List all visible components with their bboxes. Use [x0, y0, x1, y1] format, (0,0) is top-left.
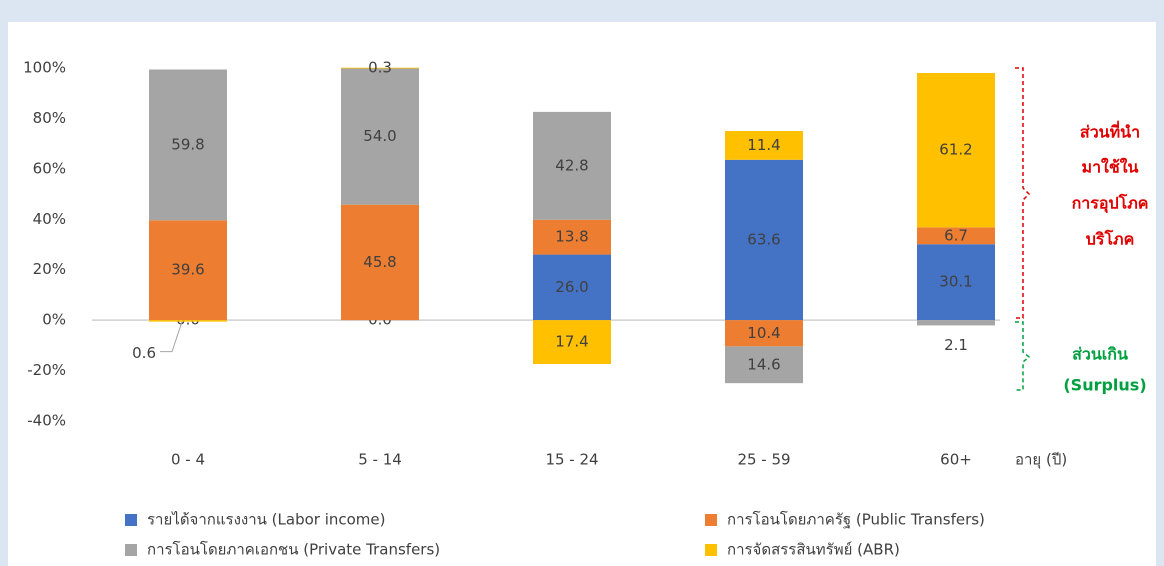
data-label: 2.1: [944, 336, 968, 354]
bar-segment: [533, 111, 611, 220]
data-label: 26.0: [555, 278, 588, 296]
data-label: 13.8: [555, 228, 588, 246]
legend-label: การโอนโดยภาคเอกชน (Private Transfers): [147, 541, 440, 559]
data-label: 17.4: [555, 333, 588, 351]
bar-segment: [725, 346, 803, 384]
data-label: 14.6: [747, 355, 780, 373]
bar-segment: [149, 320, 227, 322]
surplus-bracket: [1015, 321, 1031, 391]
annotation: บริโภค: [1086, 229, 1135, 249]
bar-segment: [533, 254, 611, 321]
annotation: ส่วนเกิน: [1072, 345, 1128, 364]
legend-swatch: [705, 544, 717, 556]
bar-segment: [341, 204, 419, 321]
data-label: 45.8: [363, 253, 396, 271]
consumption-bracket: [1015, 67, 1031, 319]
legend-label: รายได้จากแรงงาน (Labor income): [147, 511, 386, 529]
annotation: การอุปโภค: [1072, 193, 1149, 214]
bar-segment: [341, 67, 419, 69]
legend-label: การจัดสรรสินทรัพย์ (ABR): [727, 541, 900, 559]
bar-segment: [917, 244, 995, 321]
bar-segment: [533, 219, 611, 255]
annotation: มาใช้ใน: [1082, 158, 1139, 177]
y-tick-label: 20%: [33, 260, 66, 278]
annotation: (Surplus): [1063, 376, 1146, 395]
legend-swatch: [705, 514, 717, 526]
x-axis-label: อายุ (ปี): [1015, 451, 1067, 470]
legend-swatch: [125, 514, 137, 526]
y-tick-label: 100%: [23, 59, 66, 77]
data-label: 42.8: [555, 156, 588, 174]
leader-line: [160, 321, 183, 353]
data-label: 11.4: [747, 136, 780, 154]
x-tick-label: 0 - 4: [171, 451, 205, 469]
bar-segment: [725, 131, 803, 160]
data-label: 0.3: [368, 59, 392, 77]
y-tick-label: 60%: [33, 159, 66, 177]
x-tick-label: 5 - 14: [358, 451, 402, 469]
bar-segment: [725, 159, 803, 321]
bar-segment: [149, 69, 227, 221]
y-tick-label: -20%: [27, 361, 66, 379]
data-label: 59.8: [171, 135, 204, 153]
data-label: 0.6: [132, 344, 156, 362]
legend-swatch: [125, 544, 137, 556]
data-label: 10.4: [747, 324, 780, 342]
y-tick-label: -40%: [27, 412, 66, 430]
data-label: 30.1: [939, 273, 972, 291]
x-tick-label: 15 - 24: [545, 451, 598, 469]
x-tick-label: 25 - 59: [737, 451, 790, 469]
x-tick-label: 60+: [940, 451, 972, 469]
bar-segment: [917, 320, 995, 326]
y-tick-label: 0%: [42, 311, 66, 329]
bar-segment: [917, 73, 995, 228]
data-label: 61.2: [939, 141, 972, 159]
legend-label: การโอนโดยภาครัฐ (Public Transfers): [727, 511, 985, 529]
y-tick-label: 80%: [33, 109, 66, 127]
data-label: 54.0: [363, 127, 396, 145]
data-label: 6.7: [944, 226, 968, 244]
bar-segment: [725, 320, 803, 347]
bar-segment: [341, 68, 419, 205]
data-label: 63.6: [747, 230, 780, 248]
bar-segment: [917, 227, 995, 245]
annotation: ส่วนที่นำ: [1080, 121, 1140, 142]
y-tick-label: 40%: [33, 210, 66, 228]
bar-segment: [149, 220, 227, 321]
data-label: 39.6: [171, 261, 204, 279]
bar-segment: [533, 320, 611, 365]
